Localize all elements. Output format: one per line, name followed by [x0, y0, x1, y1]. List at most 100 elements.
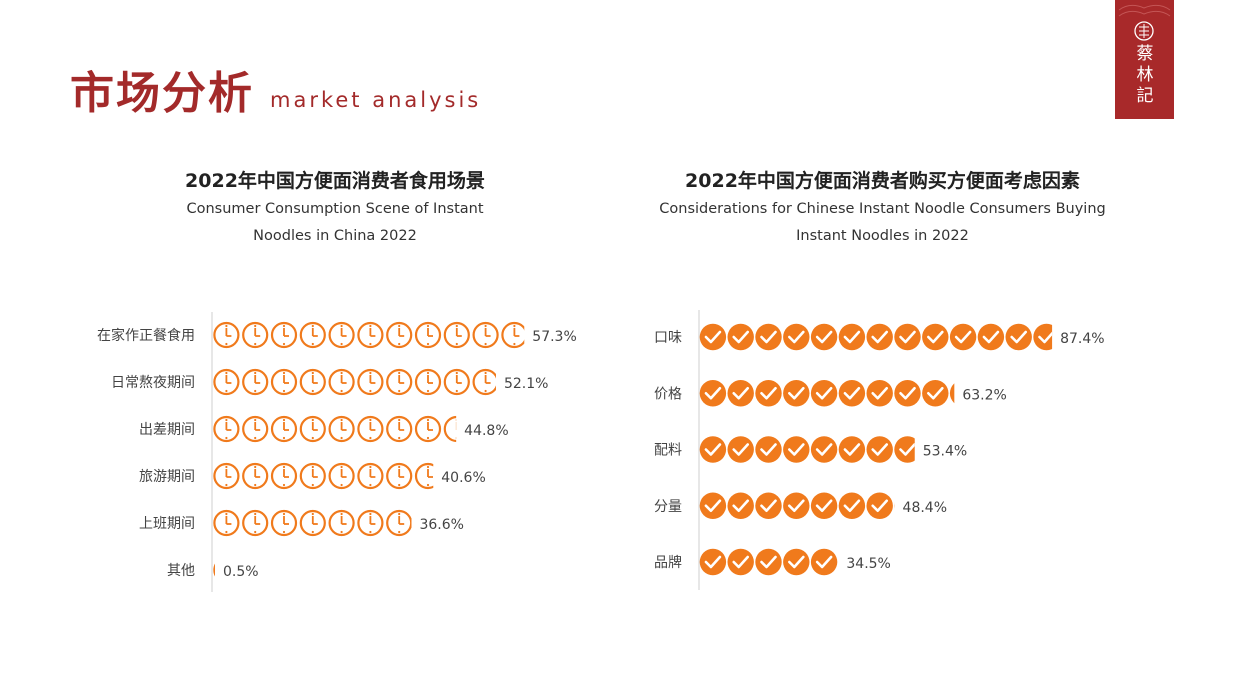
clock-icon: [213, 509, 240, 537]
value-label: 36.6%: [419, 517, 463, 533]
check-circle-icon: [866, 323, 893, 351]
clock-icon: [270, 415, 298, 443]
clock-icon: [213, 321, 240, 349]
check-circle-icon: [810, 323, 838, 351]
clock-icon: [328, 509, 355, 537]
check-circle-icon: [866, 436, 893, 463]
clock-icon: [270, 462, 298, 490]
check-circle-icon: [727, 323, 754, 351]
category-label: 在家作正餐食用: [97, 327, 195, 344]
clock-icon: [443, 321, 470, 349]
page-subtitle: market analysis: [270, 88, 482, 112]
check-circle-icon: [783, 323, 810, 351]
check-circle-icon: [783, 380, 810, 407]
chart-2-subtitle-line1: Considerations for Chinese Instant Noodl…: [659, 201, 1106, 217]
check-circle-icon: [755, 323, 782, 351]
clock-icon: [501, 321, 525, 349]
clock-icon: [299, 462, 326, 490]
check-circle-icon: [866, 492, 893, 519]
check-circle-icon: [838, 436, 866, 463]
chart-1-title: 2022年中国方便面消费者食用场景: [185, 170, 485, 192]
value-label: 87.4%: [1060, 331, 1104, 347]
clock-icon: [328, 368, 355, 396]
clock-icon: [213, 415, 240, 443]
category-label: 上班期间: [139, 516, 195, 532]
category-label: 出差期间: [139, 422, 195, 438]
value-label: 53.4%: [923, 444, 967, 460]
clock-icon: [414, 415, 442, 443]
clock-icon: [357, 509, 384, 537]
check-circle-icon: [727, 380, 754, 407]
value-label: 0.5%: [223, 564, 259, 580]
clock-icon: [443, 368, 470, 396]
value-label: 63.2%: [962, 387, 1006, 403]
clock-icon: [357, 321, 384, 349]
check-circle-icon: [894, 503, 895, 509]
clock-icon: [270, 509, 298, 537]
clock-icon: [299, 321, 326, 349]
check-circle-icon: [838, 492, 866, 519]
check-circle-icon: [810, 380, 838, 407]
check-circle-icon: [699, 492, 727, 519]
clock-icon: [213, 462, 240, 490]
clock-icon: [213, 563, 215, 577]
page-title: 市场分析: [70, 68, 254, 119]
pictogram-bar: [699, 380, 955, 407]
clock-icon: [414, 462, 434, 490]
clock-icon: [443, 415, 457, 443]
value-label: 48.4%: [903, 500, 947, 516]
clock-icon: [299, 415, 326, 443]
check-circle-icon: [894, 380, 921, 407]
clock-icon: [270, 368, 298, 396]
clock-icon: [357, 368, 384, 396]
value-label: 34.5%: [846, 556, 890, 572]
clock-icon: [386, 415, 413, 443]
logo-text: 蔡林記: [1136, 44, 1154, 106]
check-circle-icon: [922, 380, 949, 407]
clock-icon: [213, 368, 240, 396]
clock-icon: [386, 509, 412, 537]
check-circle-icon: [838, 323, 866, 351]
clock-icon: [242, 321, 269, 349]
value-label: 44.8%: [464, 423, 508, 439]
chart-1-subtitle-line1: Consumer Consumption Scene of Instant: [186, 201, 484, 217]
clock-icon: [414, 321, 442, 349]
chart-2: 口味 87.4% 价格 63.2% 配料 53.4% 分量 48.4% 品牌 34.5%: [654, 310, 1105, 590]
value-label: 57.3%: [532, 329, 576, 345]
clock-icon: [328, 462, 355, 490]
pictogram-bar: [213, 509, 412, 537]
clock-icon: [386, 462, 413, 490]
clock-icon: [386, 321, 413, 349]
clock-icon: [242, 415, 269, 443]
check-circle-icon: [1033, 323, 1053, 351]
clock-icon: [414, 368, 442, 396]
check-circle-icon: [810, 548, 838, 576]
check-circle-icon: [922, 323, 949, 351]
clock-icon: [299, 509, 326, 537]
check-circle-icon: [755, 436, 782, 463]
pictogram-bar: [699, 323, 1053, 351]
check-circle-icon: [949, 383, 955, 404]
pictogram-bar: [213, 368, 496, 396]
pictogram-bar: [699, 548, 838, 576]
category-label: 其他: [167, 563, 195, 579]
check-circle-icon: [755, 492, 782, 519]
check-circle-icon: [755, 548, 782, 576]
pictogram-bar: [699, 492, 895, 519]
check-circle-icon: [783, 436, 810, 463]
check-circle-icon: [783, 492, 810, 519]
clock-icon: [472, 368, 496, 396]
clock-icon: [386, 368, 413, 396]
pictogram-bar: [213, 563, 215, 577]
logo-ornament: [1118, 4, 1171, 41]
check-circle-icon: [838, 380, 866, 407]
check-circle-icon: [699, 548, 727, 576]
clock-icon: [270, 321, 298, 349]
check-circle-icon: [810, 436, 838, 463]
pictogram-bar: [699, 436, 915, 463]
check-circle-icon: [949, 323, 977, 351]
clock-icon: [357, 462, 384, 490]
value-label: 40.6%: [441, 470, 485, 486]
clock-icon: [242, 509, 269, 537]
clock-icon: [328, 321, 355, 349]
